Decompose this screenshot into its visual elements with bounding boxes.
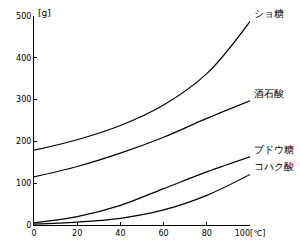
- svg-text:500: 500: [16, 12, 31, 21]
- svg-text:100[℃]: 100[℃]: [235, 229, 266, 238]
- svg-text:60: 60: [159, 229, 169, 238]
- svg-text:100: 100: [16, 179, 31, 188]
- svg-text:40: 40: [115, 229, 125, 238]
- svg-text:[g]: [g]: [38, 8, 51, 18]
- svg-text:0: 0: [31, 229, 36, 238]
- svg-text:400: 400: [16, 54, 31, 63]
- svg-text:20: 20: [72, 229, 82, 238]
- svg-text:コハク酸: コハク酸: [254, 161, 294, 172]
- svg-text:0: 0: [26, 221, 31, 230]
- svg-text:ブドウ糖: ブドウ糖: [254, 144, 294, 155]
- svg-text:300: 300: [16, 95, 31, 104]
- svg-text:200: 200: [16, 137, 31, 146]
- svg-text:酒石酸: 酒石酸: [254, 88, 284, 99]
- svg-text:80: 80: [202, 229, 212, 238]
- svg-text:ショ糖: ショ糖: [254, 8, 284, 19]
